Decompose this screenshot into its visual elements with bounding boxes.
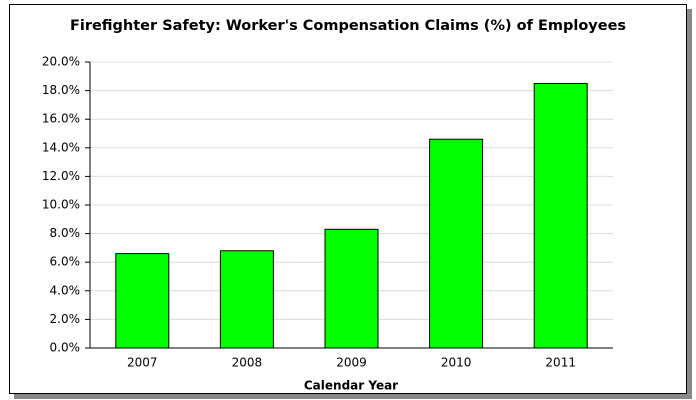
x-tick-label: 2008 xyxy=(232,356,263,370)
y-tick-label: 12.0% xyxy=(42,169,80,183)
y-tick-label: 0.0% xyxy=(50,341,81,355)
x-axis-label: Calendar Year xyxy=(304,379,398,393)
bar xyxy=(429,138,484,349)
chart-title: Firefighter Safety: Worker's Compensatio… xyxy=(70,18,626,34)
x-tick-label: 2011 xyxy=(545,356,576,370)
y-tick-label: 4.0% xyxy=(50,283,81,297)
y-tick-label: 18.0% xyxy=(42,83,80,97)
y-tick-label: 10.0% xyxy=(42,198,80,212)
x-tick-label: 2007 xyxy=(127,356,158,370)
bar xyxy=(115,253,170,349)
y-tick-label: 14.0% xyxy=(42,140,80,154)
y-tick-label: 20.0% xyxy=(42,55,80,69)
y-tick-label: 16.0% xyxy=(42,112,80,126)
bar xyxy=(219,250,274,349)
y-tick-label: 6.0% xyxy=(50,255,81,269)
bar xyxy=(533,82,588,349)
y-tick-label: 2.0% xyxy=(50,312,81,326)
bar xyxy=(324,228,379,349)
x-tick-label: 2010 xyxy=(441,356,472,370)
y-tick-label: 8.0% xyxy=(50,226,81,240)
x-tick-label: 2009 xyxy=(336,356,367,370)
